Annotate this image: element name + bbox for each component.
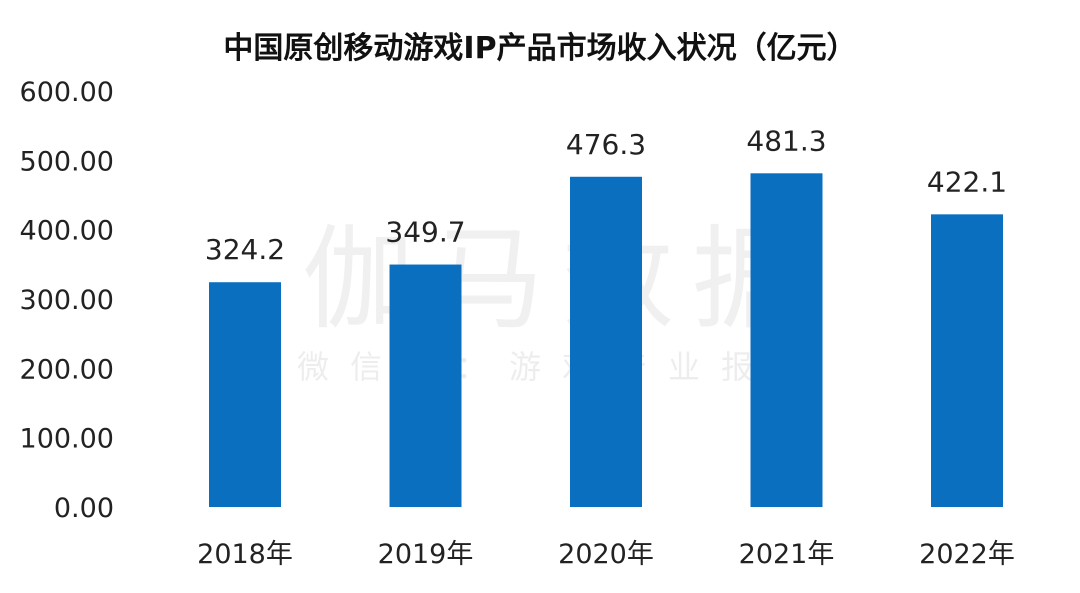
y-tick-label: 400.00 — [20, 216, 114, 247]
bar-value-label: 349.7 — [385, 216, 465, 249]
bar-value-label: 476.3 — [566, 128, 646, 161]
data-labels: 324.2 349.7 476.3 481.3 422.1 — [205, 124, 1007, 266]
x-tick-label: 2020年 — [558, 539, 654, 570]
y-tick-label: 300.00 — [20, 285, 114, 316]
bar-value-label: 481.3 — [746, 124, 826, 157]
bar-value-label: 422.1 — [927, 165, 1007, 198]
x-tick-label: 2018年 — [197, 539, 293, 570]
x-tick-label: 2022年 — [919, 539, 1015, 570]
bar — [209, 282, 281, 507]
bar — [931, 214, 1003, 507]
chart-title: 中国原创移动游戏IP产品市场收入状况（亿元） — [223, 31, 856, 66]
watermark-sub-text: 微信号：游戏产业报告 — [297, 348, 827, 386]
watermark: 伽马数据 微信号：游戏产业报告 — [297, 215, 827, 386]
bar — [389, 264, 462, 507]
bar-value-label: 324.2 — [205, 233, 285, 266]
y-tick-label: 600.00 — [20, 77, 114, 108]
y-tick-label: 100.00 — [20, 424, 114, 455]
bar — [570, 176, 642, 508]
y-tick-label: 200.00 — [20, 354, 114, 385]
x-tick-label: 2019年 — [378, 539, 474, 570]
x-axis: 2018年 2019年 2020年 2021年 2022年 — [197, 539, 1015, 570]
y-tick-label: 500.00 — [20, 146, 114, 177]
y-axis: 0.00 100.00 200.00 300.00 400.00 500.00 600.00 — [20, 77, 114, 524]
watermark-main-text: 伽马数据 — [302, 215, 822, 345]
bar — [750, 173, 823, 508]
bars — [209, 173, 1003, 508]
x-tick-label: 2021年 — [739, 539, 835, 570]
y-tick-label: 0.00 — [54, 493, 114, 524]
